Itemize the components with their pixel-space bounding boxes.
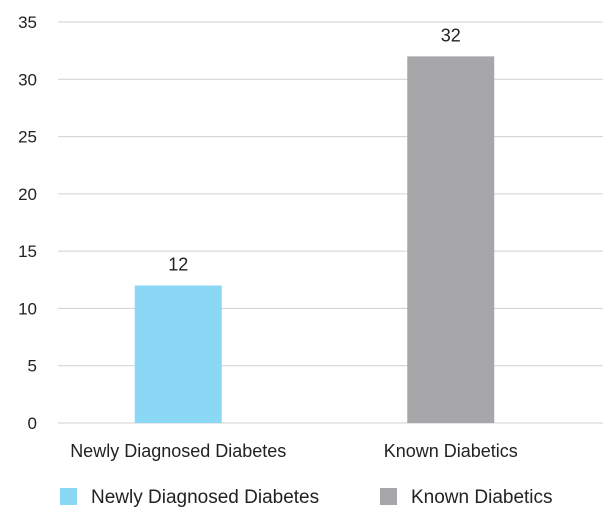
data-label: 32 [441,25,461,45]
x-category-label: Known Diabetics [384,441,518,461]
y-tick-label: 30 [18,70,37,89]
bar-known-diabetics [407,56,495,423]
legend: Newly Diagnosed Diabetes Known Diabetics [60,487,553,508]
legend-swatch [380,488,397,505]
y-tick-label: 0 [28,414,37,433]
legend-item: Newly Diagnosed Diabetes [60,487,319,508]
data-labels: 12 32 [168,25,461,274]
legend-label: Newly Diagnosed Diabetes [91,487,319,508]
legend-item: Known Diabetics [380,487,553,508]
x-category-label: Newly Diagnosed Diabetes [70,441,286,461]
y-tick-label: 20 [18,185,37,204]
bar-newly-diagnosed [134,285,222,423]
y-tick-label: 35 [18,13,37,32]
legend-swatch [60,488,77,505]
y-tick-label: 25 [18,128,37,147]
y-tick-label: 10 [18,299,37,318]
bars [134,56,495,423]
y-axis-tick-labels: 0 5 10 15 20 25 30 35 [18,13,37,433]
x-axis-category-labels: Newly Diagnosed Diabetes Known Diabetics [70,441,518,461]
data-label: 12 [168,255,188,275]
y-tick-label: 15 [18,242,37,261]
y-tick-label: 5 [28,357,37,376]
legend-label: Known Diabetics [411,487,553,508]
